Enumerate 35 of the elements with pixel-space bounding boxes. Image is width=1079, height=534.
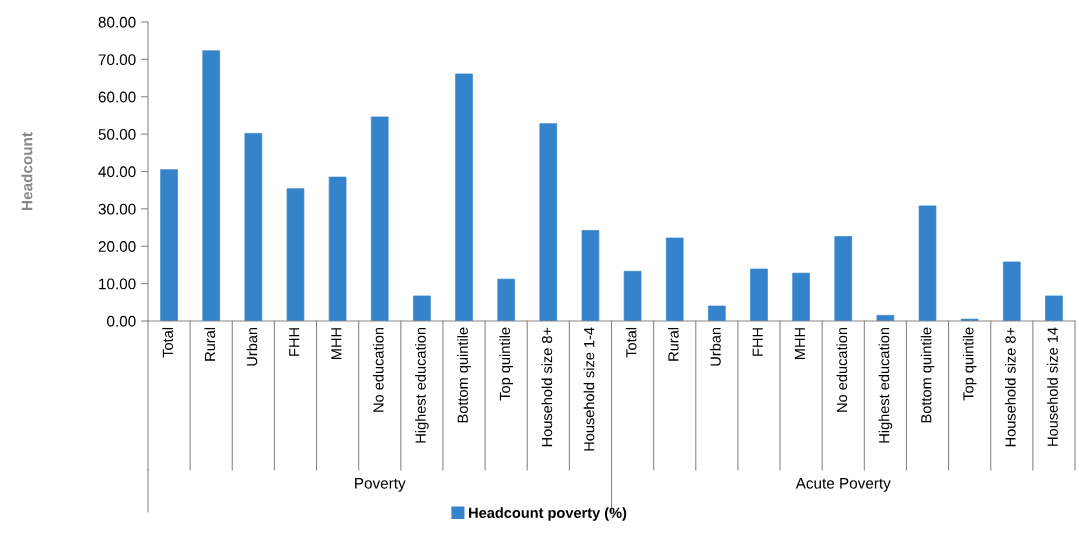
x-tick-label: Rural xyxy=(204,327,216,361)
x-tick-label: FHH xyxy=(289,328,300,356)
x-tick-label: Bottom quintile xyxy=(920,327,935,423)
y-tick-label: 60.00 xyxy=(98,91,136,103)
y-tick-label: 0.00 xyxy=(107,315,136,327)
y-tick-label: 80.00 xyxy=(98,16,136,28)
x-tick-label: Total xyxy=(162,327,173,358)
x-tick-label: FHH xyxy=(752,328,763,356)
x-tick-label: Household size 8+ xyxy=(1005,327,1016,447)
x-tick-label: Top quintile xyxy=(499,327,513,401)
y-tick-label: 70.00 xyxy=(98,54,136,66)
x-tick-label: Urban xyxy=(246,327,258,366)
text: Poverty xyxy=(355,478,406,492)
x-tick-label: No education xyxy=(836,327,848,412)
x-tick-label: No education xyxy=(372,327,384,412)
x-tick-label: Household size 14 xyxy=(1047,327,1058,446)
x-tick-label: MHH xyxy=(331,328,342,359)
y-axis-title: Headcount xyxy=(21,132,33,210)
x-tick-label: Highest education xyxy=(878,327,893,443)
y-tick-label: 10.00 xyxy=(99,278,136,290)
y-tick-label: 20.00 xyxy=(98,241,136,252)
x-tick-label: Household size 1-4 xyxy=(583,327,595,451)
y-tick-label: 30.00 xyxy=(98,203,136,215)
x-tick-label: Total xyxy=(625,327,637,358)
legend-label: Headcount poverty (%) xyxy=(469,507,627,521)
x-tick-label: Household size 8+ xyxy=(541,327,553,447)
x-tick-label: Highest education xyxy=(415,327,429,443)
x-tick-label: Top quintile xyxy=(962,327,977,401)
text: Acute Poverty xyxy=(795,478,891,492)
y-tick-label: 40.00 xyxy=(98,166,136,178)
x-tick-label: Rural xyxy=(667,327,679,361)
x-tick-label: Bottom quintile xyxy=(457,327,471,423)
x-tick-label: Urban xyxy=(710,327,721,366)
y-tick-label: 50.00 xyxy=(98,128,136,140)
x-tick-label: MHH xyxy=(794,328,805,359)
